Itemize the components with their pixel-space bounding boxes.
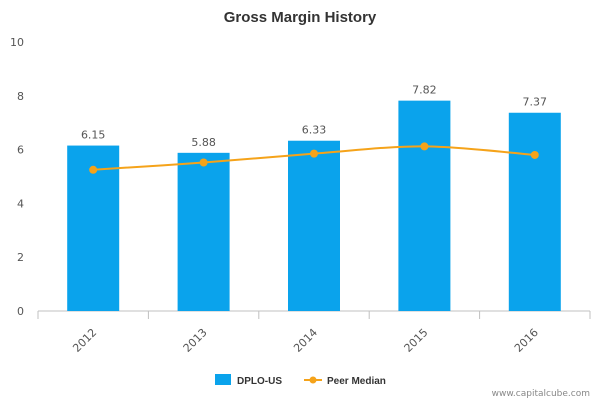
peer-median-point-2014 [310, 149, 318, 158]
legend-marker-peer [309, 376, 317, 384]
bar-value-label: 6.15 [81, 129, 106, 142]
chart-title: Gross Margin History [224, 9, 377, 26]
peer-median-point-2015 [420, 142, 429, 151]
peer-median-point-2012 [89, 165, 98, 174]
y-tick-label: 8 [17, 90, 24, 103]
y-tick-label: 10 [10, 36, 24, 49]
bar-value-label: 7.37 [523, 96, 548, 109]
x-tick-label: 2015 [402, 326, 431, 355]
x-tick-label: 2014 [291, 326, 320, 355]
bar-value-label: 6.33 [302, 124, 327, 137]
bar-series [67, 100, 561, 311]
legend: DPLO-US Peer Median [215, 374, 386, 387]
bar-data-labels: 6.15 5.88 6.33 7.82 7.37 [81, 84, 547, 149]
legend-label-peer: Peer Median [327, 376, 386, 387]
x-axis-tick-marks [37, 311, 591, 319]
bar-2014 [288, 140, 340, 311]
bar-2015 [398, 100, 451, 311]
bar-value-label: 7.82 [412, 84, 437, 97]
bar-2016 [508, 112, 561, 311]
y-tick-label: 6 [17, 144, 24, 157]
peer-median-series [89, 142, 539, 174]
x-tick-label: 2013 [181, 326, 210, 355]
x-tick-label: 2012 [70, 326, 99, 355]
peer-median-point-2016 [530, 150, 539, 159]
x-tick-label: 2016 [512, 326, 541, 355]
y-tick-label: 2 [17, 251, 24, 264]
credit-text: www.capitalcube.com [492, 389, 590, 399]
bar-2013 [177, 152, 230, 311]
x-axis-labels: 2012 2013 2014 2015 2016 [70, 326, 541, 355]
bar-value-label: 5.88 [191, 136, 216, 149]
peer-median-point-2013 [199, 158, 208, 167]
y-tick-label: 4 [17, 197, 24, 210]
y-axis-ticks: 0 2 4 6 8 10 [10, 36, 24, 318]
legend-swatch-dplo [215, 374, 231, 385]
legend-label-dplo: DPLO-US [237, 376, 282, 387]
y-tick-label: 0 [17, 305, 24, 318]
